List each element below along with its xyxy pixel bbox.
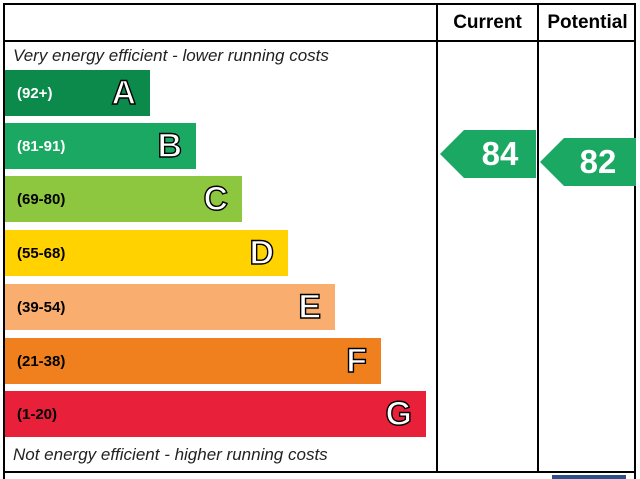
band-range-a: (92+) xyxy=(17,84,53,102)
current-rating-value: 84 xyxy=(481,135,519,172)
band-letter-g: G xyxy=(385,394,413,433)
header-divider xyxy=(3,40,636,42)
current-column-divider xyxy=(436,3,438,473)
band-letter-f: F xyxy=(346,341,368,380)
band-letter-c: C xyxy=(203,179,229,218)
band-letter-d: D xyxy=(249,233,275,272)
potential-rating-arrow xyxy=(540,138,636,186)
bottom-logo-box xyxy=(552,475,626,479)
band-e: (39-54) E xyxy=(5,284,335,330)
band-range-b: (81-91) xyxy=(17,137,66,155)
band-range-e: (39-54) xyxy=(17,298,66,316)
potential-column-divider xyxy=(537,3,539,473)
band-range-d: (55-68) xyxy=(17,244,66,262)
band-a: (92+) A xyxy=(5,70,150,116)
band-letter-a: A xyxy=(111,73,137,112)
band-f: (21-38) F xyxy=(5,338,381,384)
band-b: (81-91) B xyxy=(5,123,196,169)
current-rating-arrow xyxy=(440,130,536,178)
band-range-c: (69-80) xyxy=(17,190,66,208)
potential-header: Potential xyxy=(547,12,628,33)
band-range-f: (21-38) xyxy=(17,352,66,370)
band-range-g: (1-20) xyxy=(17,405,58,423)
band-letter-e: E xyxy=(298,287,322,326)
band-d: (55-68) D xyxy=(5,230,288,276)
bottom-strip xyxy=(3,473,636,479)
band-c: (69-80) C xyxy=(5,176,242,222)
top-caption: Very energy efficient - lower running co… xyxy=(13,46,329,65)
band-letter-b: B xyxy=(157,126,183,165)
potential-rating-value: 82 xyxy=(579,143,617,180)
band-g: (1-20) G xyxy=(5,391,426,437)
bottom-caption: Not energy efficient - higher running co… xyxy=(13,445,328,464)
current-header: Current xyxy=(453,12,522,33)
chart-frame xyxy=(3,3,636,473)
